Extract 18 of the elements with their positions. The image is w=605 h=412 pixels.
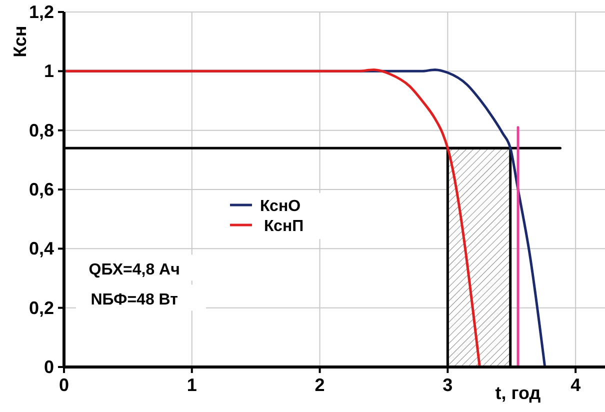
y-tick-label: 0,8 bbox=[28, 120, 54, 140]
legend-label: КснО bbox=[260, 198, 301, 215]
y-tick-label: 0,6 bbox=[28, 180, 54, 200]
x-tick-label: 3 bbox=[442, 375, 453, 395]
y-axis-title: Ксн bbox=[10, 26, 30, 58]
x-tick-label: 2 bbox=[314, 375, 325, 395]
y-tick-label: 1,2 bbox=[28, 2, 54, 22]
x-tick-label: 1 bbox=[186, 375, 197, 395]
y-tick-label: 1 bbox=[44, 61, 54, 82]
x-axis-title: t, год bbox=[495, 383, 542, 403]
y-tick-label: 0,2 bbox=[28, 298, 54, 318]
annotation: NБФ=48 Вт bbox=[90, 292, 178, 309]
y-tick-label: 0,4 bbox=[28, 238, 54, 259]
annotation: QБХ=4,8 Ач bbox=[88, 262, 180, 279]
x-tick-label: 4 bbox=[570, 375, 581, 395]
legend-label: КснП bbox=[264, 218, 304, 235]
x-tick-label: 0 bbox=[58, 375, 70, 395]
y-tick-label: 0 bbox=[44, 357, 54, 377]
